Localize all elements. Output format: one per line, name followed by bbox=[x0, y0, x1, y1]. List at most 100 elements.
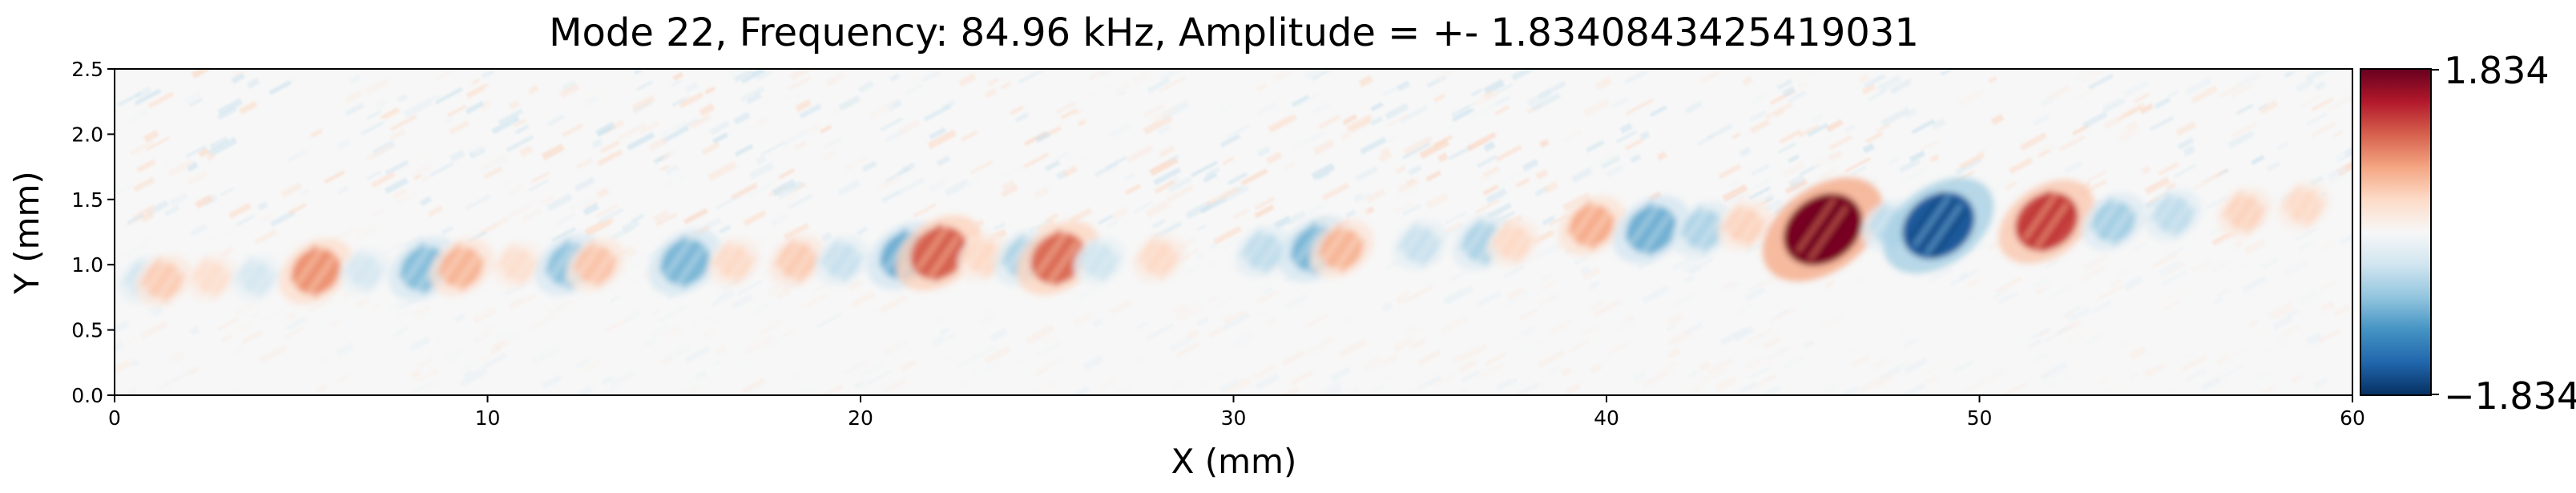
noise-cell bbox=[1208, 326, 1223, 338]
noise-cell bbox=[1632, 371, 1647, 384]
noise-cell bbox=[2083, 253, 2108, 272]
noise-cell bbox=[395, 191, 417, 206]
noise-cell bbox=[1206, 197, 1219, 207]
noise-cell bbox=[2295, 227, 2318, 241]
noise-cell bbox=[1592, 150, 1620, 170]
noise-cell bbox=[936, 155, 951, 167]
noise-cell bbox=[1105, 156, 1127, 170]
noise-cell bbox=[220, 187, 235, 197]
noise-cell bbox=[2276, 333, 2286, 341]
noise-cell bbox=[684, 346, 711, 363]
noise-cell bbox=[246, 78, 260, 89]
noise-cell bbox=[2266, 160, 2281, 172]
noise-cell bbox=[2129, 346, 2147, 360]
noise-cell bbox=[1798, 123, 1820, 138]
noise-cell bbox=[220, 334, 233, 343]
noise-cell bbox=[631, 95, 656, 112]
noise-cell bbox=[140, 211, 155, 224]
mode-feature bbox=[135, 254, 191, 307]
noise-cell bbox=[1442, 221, 1463, 235]
noise-cell bbox=[345, 91, 362, 103]
noise-cell bbox=[478, 352, 497, 366]
noise-cell bbox=[301, 188, 310, 196]
noise-cell bbox=[1471, 88, 1483, 97]
noise-cell bbox=[2055, 325, 2072, 335]
noise-cell bbox=[1132, 71, 1150, 84]
noise-cell bbox=[2314, 81, 2327, 91]
noise-cell bbox=[648, 323, 671, 338]
noise-cell bbox=[1338, 338, 1367, 358]
noise-cell bbox=[931, 334, 947, 348]
noise-cell bbox=[1265, 152, 1283, 164]
noise-cell bbox=[205, 151, 216, 161]
noise-cell bbox=[1684, 322, 1703, 336]
noise-cell bbox=[379, 107, 399, 119]
noise-cell bbox=[2224, 346, 2249, 362]
noise-cell bbox=[1311, 102, 1331, 115]
noise-cell bbox=[217, 98, 243, 116]
noise-cell bbox=[583, 197, 599, 211]
noise-cell bbox=[415, 147, 435, 161]
noise-cell bbox=[2081, 265, 2106, 281]
noise-cell bbox=[1461, 370, 1481, 383]
noise-cell bbox=[349, 369, 362, 379]
noise-cell bbox=[365, 143, 393, 162]
noise-cell bbox=[795, 99, 812, 112]
noise-cell bbox=[168, 159, 194, 177]
noise-cell bbox=[1861, 83, 1877, 95]
noise-cell bbox=[701, 141, 720, 156]
noise-cell bbox=[1862, 143, 1875, 154]
noise-cell bbox=[1010, 105, 1025, 115]
noise-cell bbox=[635, 80, 653, 91]
noise-cell bbox=[195, 194, 214, 209]
noise-cell bbox=[2102, 97, 2122, 111]
noise-cell bbox=[2328, 172, 2348, 185]
noise-cell bbox=[1156, 160, 1174, 173]
noise-cell bbox=[2219, 277, 2230, 285]
noise-cell bbox=[655, 212, 678, 227]
noise-cell bbox=[896, 177, 925, 196]
noise-cell bbox=[2027, 338, 2043, 350]
noise-cell bbox=[664, 164, 679, 176]
noise-cell bbox=[2332, 304, 2351, 317]
noise-cell bbox=[599, 210, 616, 223]
mode-feature bbox=[231, 254, 281, 301]
noise-cell bbox=[897, 167, 909, 175]
noise-cell bbox=[127, 213, 144, 225]
noise-cell bbox=[1494, 95, 1511, 107]
noise-cell bbox=[2318, 150, 2347, 170]
noise-cell bbox=[443, 117, 454, 125]
noise-cell bbox=[191, 69, 211, 79]
noise-cell bbox=[2296, 289, 2319, 305]
noise-cell bbox=[309, 332, 324, 341]
noise-cell bbox=[115, 341, 125, 355]
noise-cell bbox=[1666, 324, 1676, 332]
noise-cell bbox=[1958, 271, 1970, 282]
noise-cell bbox=[1448, 145, 1472, 161]
noise-cell bbox=[1699, 366, 1727, 384]
noise-cell bbox=[1397, 177, 1420, 194]
noise-cell bbox=[395, 305, 412, 318]
noise-cell bbox=[1537, 292, 1561, 308]
noise-cell bbox=[1203, 172, 1218, 183]
mode-feature bbox=[1132, 234, 1185, 282]
noise-cell bbox=[1109, 299, 1133, 316]
noise-cell bbox=[2193, 180, 2207, 191]
noise-cell bbox=[429, 161, 454, 177]
noise-cell bbox=[626, 248, 637, 258]
noise-cell bbox=[2317, 329, 2340, 344]
x-tick-label: 0 bbox=[108, 406, 121, 430]
noise-cell bbox=[1772, 107, 1785, 118]
y-axis: 0.0 0.5 1.0 1.5 2.0 2.5 bbox=[71, 58, 115, 407]
noise-cell bbox=[335, 138, 351, 152]
noise-cell bbox=[473, 331, 492, 344]
x-tick-label: 40 bbox=[1594, 406, 1619, 430]
mode-feature bbox=[1672, 201, 1735, 258]
noise-cell bbox=[2320, 305, 2332, 315]
noise-cell bbox=[1254, 204, 1275, 219]
noise-cell bbox=[1774, 189, 1790, 200]
noise-cell bbox=[986, 77, 999, 87]
noise-cell bbox=[1769, 306, 1796, 324]
noise-cell bbox=[232, 69, 247, 79]
mode-feature bbox=[1235, 225, 1292, 278]
